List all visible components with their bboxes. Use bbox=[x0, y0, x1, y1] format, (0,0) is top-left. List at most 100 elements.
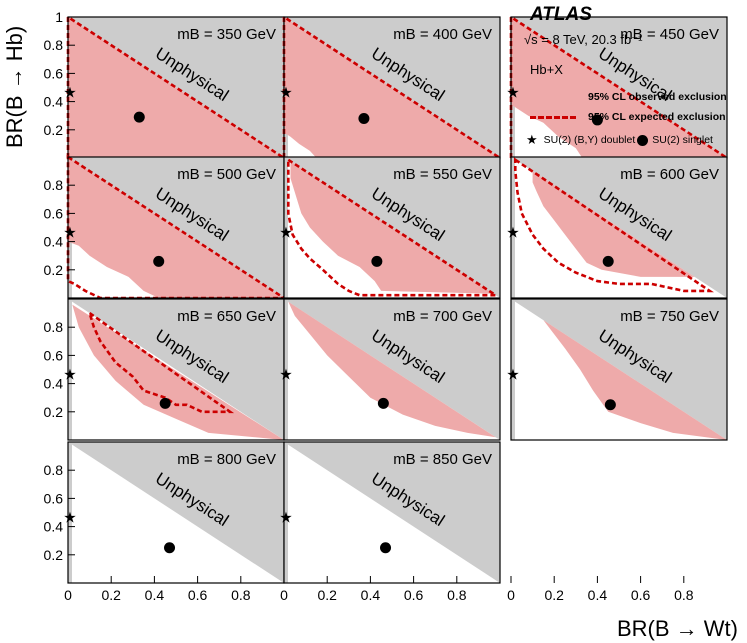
legend-expected: 95% CL expected exclusion bbox=[530, 111, 726, 123]
y-tick-label: 0.6 bbox=[44, 347, 64, 363]
panel-frame bbox=[510, 156, 728, 299]
y-axis-label: BR(B → Hb) bbox=[2, 26, 27, 148]
mass-label: mB = 500 GeV bbox=[177, 166, 276, 183]
x-tick-label: 0.6 bbox=[404, 587, 424, 603]
observed-exclusion bbox=[532, 171, 695, 277]
singlet-point bbox=[377, 397, 389, 409]
doublet-star: ★ bbox=[63, 224, 76, 242]
doublet-star: ★ bbox=[63, 509, 76, 527]
doublet-star: ★ bbox=[279, 509, 292, 527]
x-tick-label: 0 bbox=[507, 587, 515, 603]
mass-label: mB = 550 GeV bbox=[393, 166, 492, 183]
x-tick-label: 0.8 bbox=[674, 587, 694, 603]
x-tick-label: 0.2 bbox=[544, 587, 564, 603]
y-tick-label: 0.8 bbox=[44, 319, 64, 335]
singlet-point bbox=[380, 542, 392, 554]
doublet-star: ★ bbox=[506, 224, 519, 242]
y-tick-label: 0.6 bbox=[44, 65, 64, 81]
mass-label: mB = 750 GeV bbox=[620, 308, 719, 325]
singlet-point bbox=[604, 399, 616, 411]
legend-singlet-label: SU(2) singlet bbox=[652, 134, 713, 146]
panel-frame bbox=[283, 298, 501, 441]
mass-label: mB = 800 GeV bbox=[177, 451, 276, 468]
doublet-star: ★ bbox=[506, 366, 519, 384]
panel-frame bbox=[510, 298, 728, 441]
panel-frame bbox=[283, 156, 501, 299]
y-tick-label: 0.4 bbox=[44, 376, 64, 392]
y-tick-label: 0.4 bbox=[44, 234, 64, 250]
singlet-point bbox=[133, 111, 145, 123]
observed-exclusion bbox=[68, 17, 284, 158]
x-tick-label: 0.6 bbox=[631, 587, 651, 603]
x-tick-label: 0.2 bbox=[101, 587, 121, 603]
mass-label: mB = 450 GeV bbox=[620, 26, 719, 43]
dot-icon bbox=[637, 134, 649, 146]
unphysical-region bbox=[68, 299, 284, 440]
legend-expected-label: 95% CL expected exclusion bbox=[588, 111, 726, 123]
observed-exclusion bbox=[284, 17, 500, 158]
x-tick-label: 0.8 bbox=[447, 587, 467, 603]
singlet-point bbox=[153, 255, 165, 267]
x-tick-label: 0.4 bbox=[145, 587, 165, 603]
y-tick-label: 0.2 bbox=[44, 122, 64, 138]
y-tick-label: 0.8 bbox=[44, 462, 64, 478]
expected-exclusion bbox=[87, 309, 235, 414]
observed-swatch bbox=[530, 90, 576, 104]
legend-doublet-label: SU(2) (B,Y) doublet bbox=[543, 134, 636, 146]
legend: ATLAS √s = 8 TeV, 20.3 fb⁻¹ Hb+X 95% CL … bbox=[516, 0, 744, 155]
mass-label: mB = 650 GeV bbox=[177, 308, 276, 325]
atlas-brand: ATLAS bbox=[530, 4, 592, 25]
mass-label: mB = 700 GeV bbox=[393, 308, 492, 325]
expected-exclusion bbox=[513, 157, 714, 293]
star-icon: ★ bbox=[526, 132, 538, 147]
singlet-point bbox=[164, 542, 176, 554]
unphysical-edge-band bbox=[511, 299, 515, 440]
observed-exclusion bbox=[288, 301, 496, 438]
panel-frame bbox=[283, 441, 501, 584]
observed-exclusion bbox=[511, 17, 727, 158]
doublet-star: ★ bbox=[279, 366, 292, 384]
x-tick-label: 0.2 bbox=[317, 587, 337, 603]
unphysical-edge-band bbox=[68, 299, 72, 440]
x-axis-label: BR(B → Wt) bbox=[617, 616, 738, 641]
mass-label: mB = 600 GeV bbox=[620, 166, 719, 183]
unphysical-edge-band bbox=[511, 157, 515, 298]
doublet-star: ★ bbox=[63, 84, 76, 102]
unphysical-region bbox=[284, 442, 500, 583]
unphysical-edge-band bbox=[284, 442, 288, 583]
y-tick-label: 0.2 bbox=[44, 262, 64, 278]
x-tick-label: 0 bbox=[64, 587, 72, 603]
x-tick-label: 0.4 bbox=[588, 587, 608, 603]
x-tick-label: 0.8 bbox=[231, 587, 251, 603]
x-tick-label: 0 bbox=[280, 587, 288, 603]
singlet-point bbox=[371, 255, 383, 267]
unphysical-edge-band bbox=[284, 299, 288, 440]
x-tick-label: 0.4 bbox=[361, 587, 381, 603]
legend-observed-label: 95% CL observed exclusion bbox=[588, 91, 727, 103]
doublet-star: ★ bbox=[279, 84, 292, 102]
expected-exclusion bbox=[286, 157, 501, 297]
expected-line-swatch bbox=[530, 115, 576, 119]
doublet-star: ★ bbox=[63, 366, 76, 384]
singlet-point bbox=[602, 255, 614, 267]
y-tick-label: 0.8 bbox=[44, 177, 64, 193]
unphysical-region bbox=[68, 442, 284, 583]
singlet-point bbox=[159, 397, 171, 409]
legend-markers: ★ SU(2) (B,Y) doublet SU(2) singlet bbox=[526, 132, 713, 148]
singlet-point bbox=[591, 114, 603, 126]
doublet-star: ★ bbox=[279, 224, 292, 242]
y-tick-label: 0.4 bbox=[44, 519, 64, 535]
energy-label: √s = 8 TeV, 20.3 fb⁻¹ bbox=[524, 32, 643, 47]
